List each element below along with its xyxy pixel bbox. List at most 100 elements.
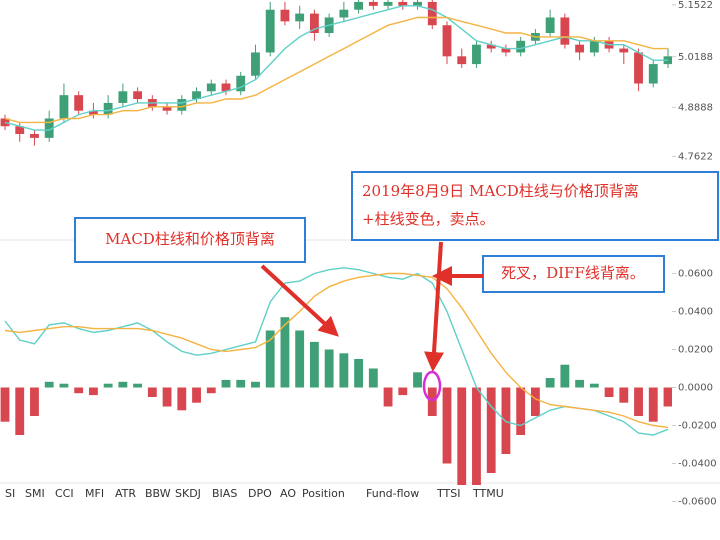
indicator-tab[interactable]: SI [5,487,15,500]
candle-body [501,48,511,53]
macd-bar [236,379,246,388]
macd-bar [295,330,305,388]
indicator-tab[interactable]: DPO [248,487,272,500]
candle-body [251,52,260,76]
macd-bar [221,379,231,388]
indicator-tab[interactable]: SKDJ [175,487,201,500]
candle-body [0,118,10,127]
indicator-tab[interactable]: TTMU [472,487,504,500]
candle-body [206,83,216,92]
candle-body [280,9,290,22]
macd-bar [383,387,393,407]
candle-body [118,91,128,103]
indicator-line [4,16,668,124]
y-tick-label: 4.8888 [678,102,713,113]
indicator-tab[interactable]: TTSI [436,487,460,500]
arrow [260,264,339,337]
macd-panel [0,267,672,485]
candle-body [634,52,643,84]
candle-body [457,56,467,65]
y-tick-label: 4.7622 [678,151,713,162]
macd-bar [30,387,39,416]
note-box [482,255,665,293]
candle-body [236,75,246,92]
macd-bar [545,378,555,388]
macd-bar [0,387,10,422]
indicator-tab[interactable]: Fund-flow [366,487,419,500]
macd-bar [442,387,452,464]
macd-bar [663,387,672,407]
macd-bar [427,387,437,416]
axes: 5.15225.01884.88884.76224.63890.06000.04… [672,0,717,508]
macd-bar [368,368,378,388]
macd-bar [192,387,201,403]
candle-body [575,44,585,53]
macd-bar [309,341,319,388]
macd-bar [560,364,570,388]
macd-bar [530,387,540,416]
indicator-tab[interactable]: MFI [85,487,104,500]
candle-body [619,48,629,53]
candle-body [221,83,231,92]
candle-body [560,17,570,45]
indicator-tab[interactable]: Position [302,487,345,500]
candle-body [103,102,113,115]
macd-bar [339,353,349,388]
candle-body [516,40,526,53]
note-text: 2019年8月9日 MACD柱线与价格顶背离 [362,182,639,200]
macd-bar [147,387,157,397]
macd-bar [251,381,260,388]
macd-bar [74,387,84,394]
macd-bar [457,387,467,485]
indicator-line [4,5,668,131]
note-box [351,171,719,241]
candle-body [339,9,349,18]
arrow [424,241,444,372]
macd-bar [177,387,187,411]
candle-body [648,64,658,84]
note-text: MACD柱线和价格顶背离 [105,230,275,248]
candle-body [295,13,305,22]
macd-bar [354,359,364,388]
indicator-tab[interactable]: BBW [145,487,171,500]
note-box [74,217,306,263]
macd-bar [619,387,629,403]
candle-body [442,25,452,57]
indicator-tab[interactable]: SMI [25,487,45,500]
candle-body [545,17,555,34]
indicator-line [4,272,669,429]
macd-bar [280,317,290,388]
annotations: MACD柱线和价格顶背离 2019年8月9日 MACD柱线与价格顶背离 +柱线变… [74,171,719,402]
macd-bar [589,383,599,388]
candle-body [589,40,599,53]
y-tick-label: 5.0188 [678,52,713,63]
macd-bar [15,387,25,435]
macd-bar [575,379,585,388]
note-text: 死叉，DIFF线背离。 [501,264,645,282]
macd-bar [648,387,658,422]
indicator-tab[interactable]: BIAS [212,487,237,500]
candle-body [398,1,408,6]
y-tick-label: 0.0600 [678,269,713,280]
candle-body [383,1,393,6]
y-tick-label: -0.0400 [678,459,717,470]
indicator-tab[interactable]: CCI [55,487,74,500]
candle-body [486,44,496,49]
candle-body [177,99,187,111]
highlight-circle [422,370,442,402]
note-text: +柱线变色，卖点。 [362,210,495,228]
macd-bar [118,381,128,388]
macd-bar [516,387,526,435]
macd-bar [133,383,143,388]
macd-bar [162,387,172,407]
candle-body [413,1,422,6]
macd-bar [413,372,422,388]
y-tick-label: 0.0000 [678,383,713,394]
y-tick-label: 5.1522 [678,0,713,11]
indicator-tab[interactable]: AO [280,487,296,500]
indicator-tab[interactable]: ATR [115,487,136,500]
macd-bar [88,387,98,396]
candle-body [30,134,39,138]
candle-body [59,95,69,119]
